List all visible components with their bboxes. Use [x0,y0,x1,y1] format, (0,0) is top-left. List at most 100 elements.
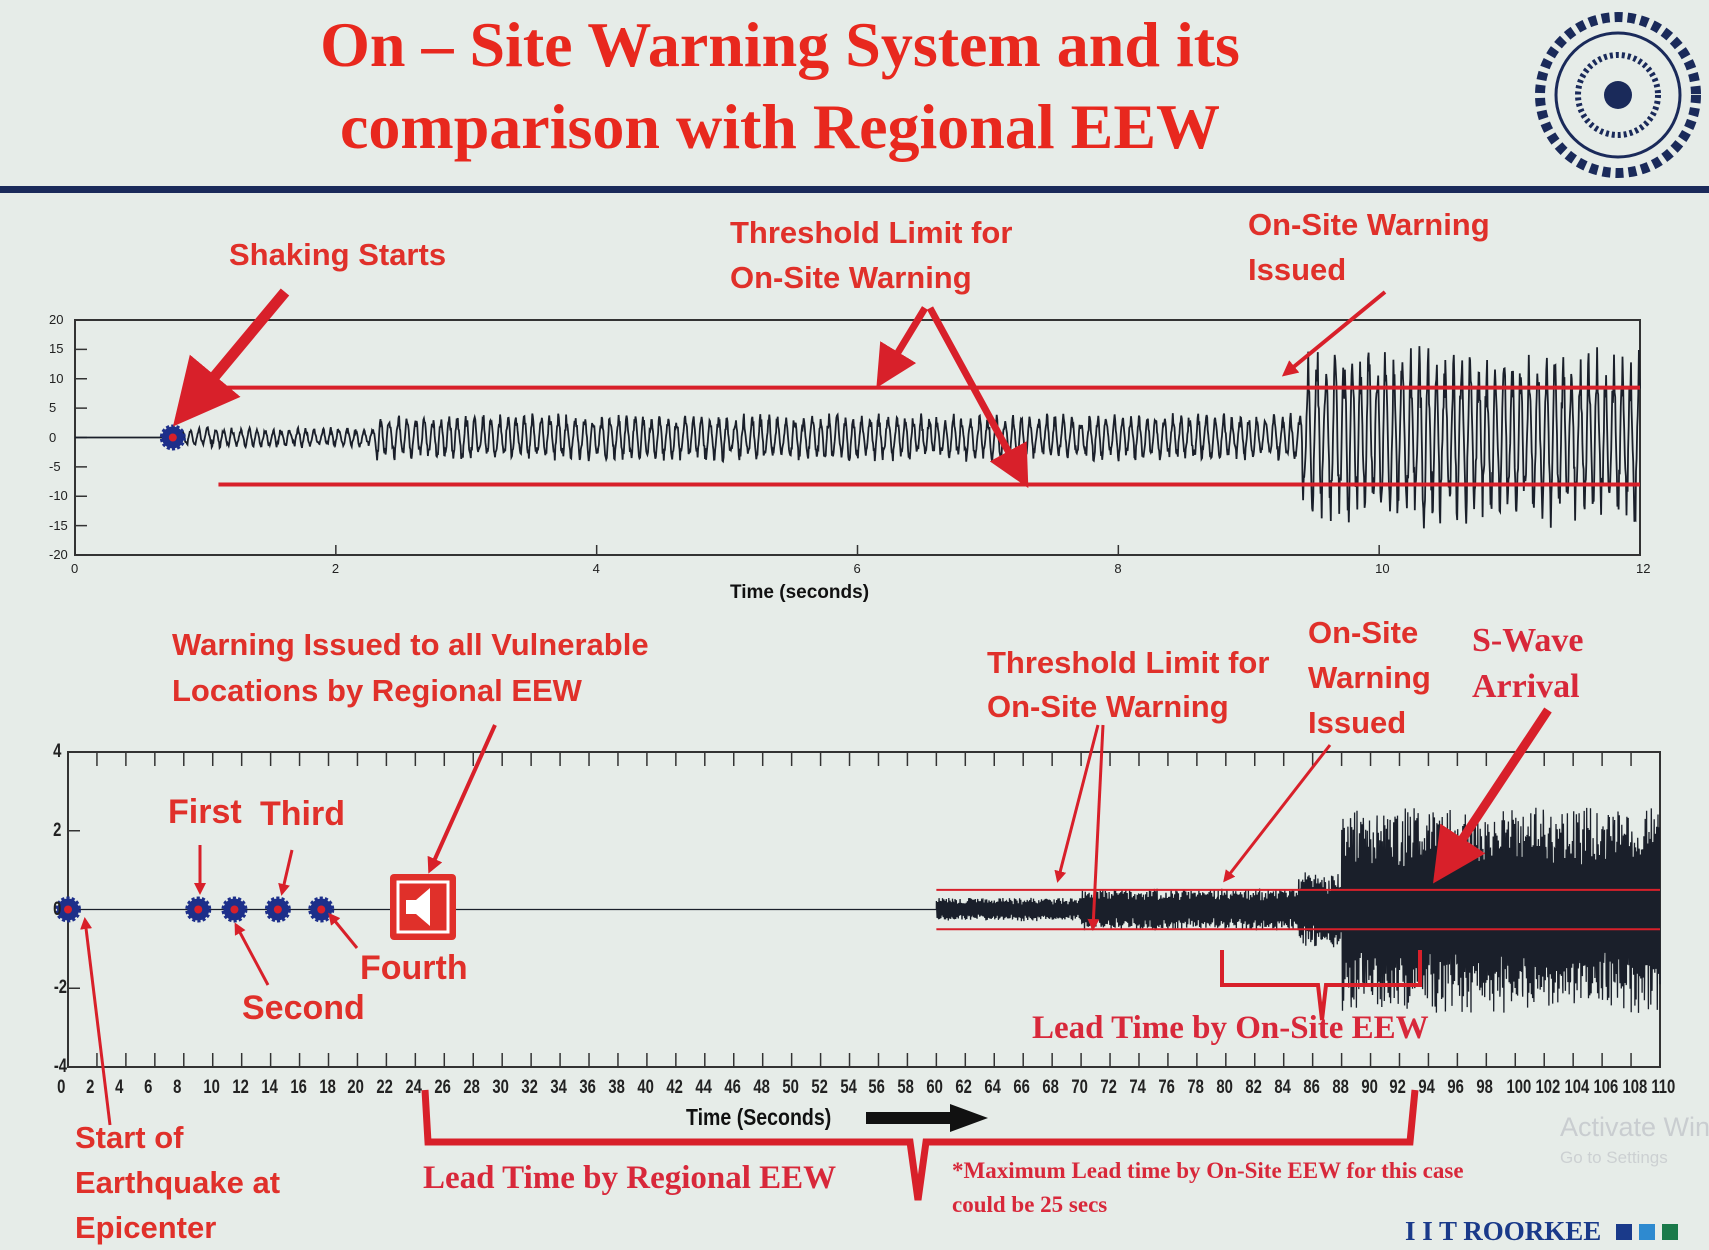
x-tick-label: 90 [1360,1077,1378,1098]
title-rule [0,186,1709,193]
watermark-line1: Activate Windows [1560,1112,1709,1142]
lead-time-onsite-label: Lead Time by On-Site EEW [1032,1010,1429,1046]
x-tick-label: 26 [434,1077,452,1098]
x-tick-label: 0 [57,1077,66,1098]
waveform-line [68,807,1661,1013]
top-x-axis-label: Time (seconds) [730,582,870,603]
bottom-threshold-label-1: Threshold Limit for [987,645,1270,680]
footer-brand-text: I I T ROORKEE [1405,1216,1602,1246]
x-tick-label: 38 [608,1077,625,1098]
bottom-onsite-label-2: Warning [1308,660,1431,695]
y-tick-label: -5 [49,458,61,474]
top-threshold-label-1: Threshold Limit for [730,215,1013,250]
brand-square-icon [1661,1224,1678,1240]
start-label-3: Epicenter [75,1210,217,1245]
y-tick-label: -4 [53,1056,68,1077]
x-tick-label: 60 [926,1077,944,1098]
x-tick-label: 6 [853,561,861,576]
bottom-threshold-label-2: On-Site Warning [987,689,1229,724]
slide-title-line1: On – Site Warning System and its [320,9,1240,80]
y-tick-label: -10 [49,488,68,504]
x-tick-label: 20 [347,1077,365,1098]
x-tick-label: 2 [86,1077,95,1098]
y-tick-label: 20 [49,312,64,327]
speaker-alarm-icon [390,874,456,940]
x-tick-label: 22 [376,1077,394,1098]
station-marker-center [273,905,282,914]
x-tick-label: 10 [203,1077,220,1098]
x-tick-label: 106 [1593,1077,1619,1098]
x-tick-label: 2 [331,561,340,576]
x-tick-label: 96 [1447,1077,1465,1098]
x-tick-label: 58 [897,1077,915,1098]
x-tick-label: 102 [1535,1077,1561,1098]
brand-square-icon [1616,1224,1633,1240]
top-onsite-label-1: On-Site Warning [1248,207,1490,242]
x-tick-label: 62 [955,1077,973,1098]
x-tick-label: 98 [1476,1077,1494,1098]
x-tick-label: 100 [1506,1077,1532,1098]
x-tick-label: 46 [724,1077,741,1098]
x-tick-label: 92 [1389,1077,1407,1098]
x-tick-label: 10 [1375,561,1390,576]
x-tick-label: 8 [172,1077,182,1098]
station-marker-center [230,905,239,914]
x-tick-label: 48 [753,1077,770,1098]
annotation-arrows-top [172,288,1387,489]
s-wave-label-1: S-Wave [1472,622,1584,659]
bottom-onsite-label-3: Issued [1308,705,1407,740]
x-tick-label: 24 [405,1077,423,1098]
x-tick-label: 4 [115,1077,124,1098]
slide-title-line2: comparison with Regional EEW [339,91,1221,162]
x-tick-label: 54 [839,1077,857,1098]
x-tick-label: 42 [666,1077,683,1098]
x-tick-label: 86 [1302,1077,1320,1098]
x-tick-label: 30 [492,1077,509,1098]
footnote-line1: *Maximum Lead time by On-Site EEW for th… [952,1158,1464,1183]
x-tick-label: 70 [1071,1077,1088,1098]
x-tick-label: 12 [1636,561,1651,576]
x-tick-label: 56 [868,1077,886,1098]
x-tick-label: 44 [695,1077,712,1098]
waveform-line [75,346,1641,529]
x-tick-label: 34 [550,1077,567,1098]
station-marker-center [317,905,326,914]
second-station-label: Second [242,989,365,1027]
x-tick-label: 18 [318,1077,336,1098]
start-label-1: Start of [75,1120,184,1155]
y-tick-label: 2 [53,819,62,841]
watermark-line2: Go to Settings [1560,1148,1668,1167]
x-tick-label: 108 [1622,1077,1648,1098]
x-tick-label: 88 [1331,1077,1349,1098]
y-tick-label: -20 [49,547,68,562]
bottom-x-axis-label: Time (Seconds) [686,1104,832,1130]
y-tick-label: 10 [49,370,64,386]
y-tick-label: 15 [49,341,64,357]
station-marker-center [168,433,177,442]
bottom-onsite-label-1: On-Site [1308,615,1419,650]
x-tick-label: 0 [71,561,79,576]
x-tick-label: 76 [1158,1077,1175,1098]
x-tick-label: 12 [231,1077,249,1098]
first-station-label: First [168,793,242,831]
x-tick-label: 14 [260,1077,278,1098]
brand-square-icon [1638,1224,1655,1240]
station-marker-center [194,905,203,914]
top-onsite-label-2: Issued [1248,252,1347,287]
y-tick-label: 0 [49,429,57,445]
fourth-station-label: Fourth [360,949,468,987]
x-tick-label: 16 [289,1077,307,1098]
y-tick-label: 0 [53,898,62,920]
regional-warning-label-2: Locations by Regional EEW [172,673,582,708]
x-tick-label: 68 [1042,1077,1059,1098]
x-tick-label: 94 [1418,1077,1436,1098]
x-tick-label: 8 [1114,561,1122,576]
x-tick-label: 28 [463,1077,481,1098]
x-tick-label: 110 [1651,1077,1676,1098]
station-marker-center [64,905,72,914]
x-tick-label: 40 [637,1077,654,1098]
x-tick-label: 72 [1100,1077,1117,1098]
annotation-arrows-bottom [80,707,1552,1201]
x-tick-label: 104 [1564,1077,1590,1098]
